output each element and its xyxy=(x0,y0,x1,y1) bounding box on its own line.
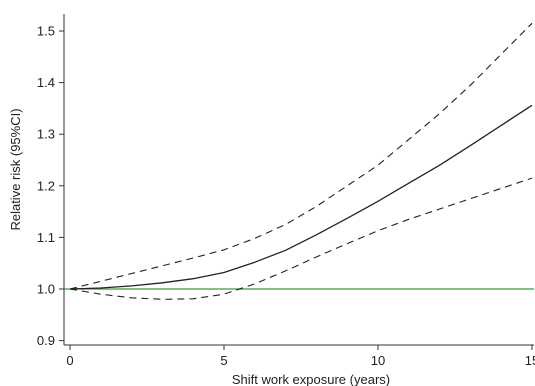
y-axis-title: Relative risk (95%CI) xyxy=(8,108,23,230)
series-layer xyxy=(69,22,533,300)
x-tick-label: 0 xyxy=(66,353,73,368)
series-line-estimate xyxy=(69,104,533,290)
y-tick-label: 1.5 xyxy=(37,24,55,39)
x-tick-label: 5 xyxy=(220,353,227,368)
axes-layer xyxy=(63,14,534,346)
y-tick-label: 0.9 xyxy=(37,333,55,348)
series-line-upper-ci xyxy=(69,22,533,290)
y-tick-label: 1.2 xyxy=(37,178,55,193)
x-tick-label: 15 xyxy=(525,353,535,368)
y-tick-label: 1.1 xyxy=(37,230,55,245)
x-tick-label: 10 xyxy=(371,353,385,368)
y-tick-label: 1.0 xyxy=(37,282,55,297)
y-tick-label: 1.3 xyxy=(37,127,55,142)
y-tick-label: 1.4 xyxy=(37,75,55,90)
x-axis-ticks: 0 5 10 15 xyxy=(66,345,535,368)
y-axis-ticks: 0.9 1.0 1.1 1.2 1.3 1.4 1.5 xyxy=(37,24,64,348)
x-axis-title: Shift work exposure (years) xyxy=(232,372,390,386)
series-line-lower-ci xyxy=(69,177,533,300)
